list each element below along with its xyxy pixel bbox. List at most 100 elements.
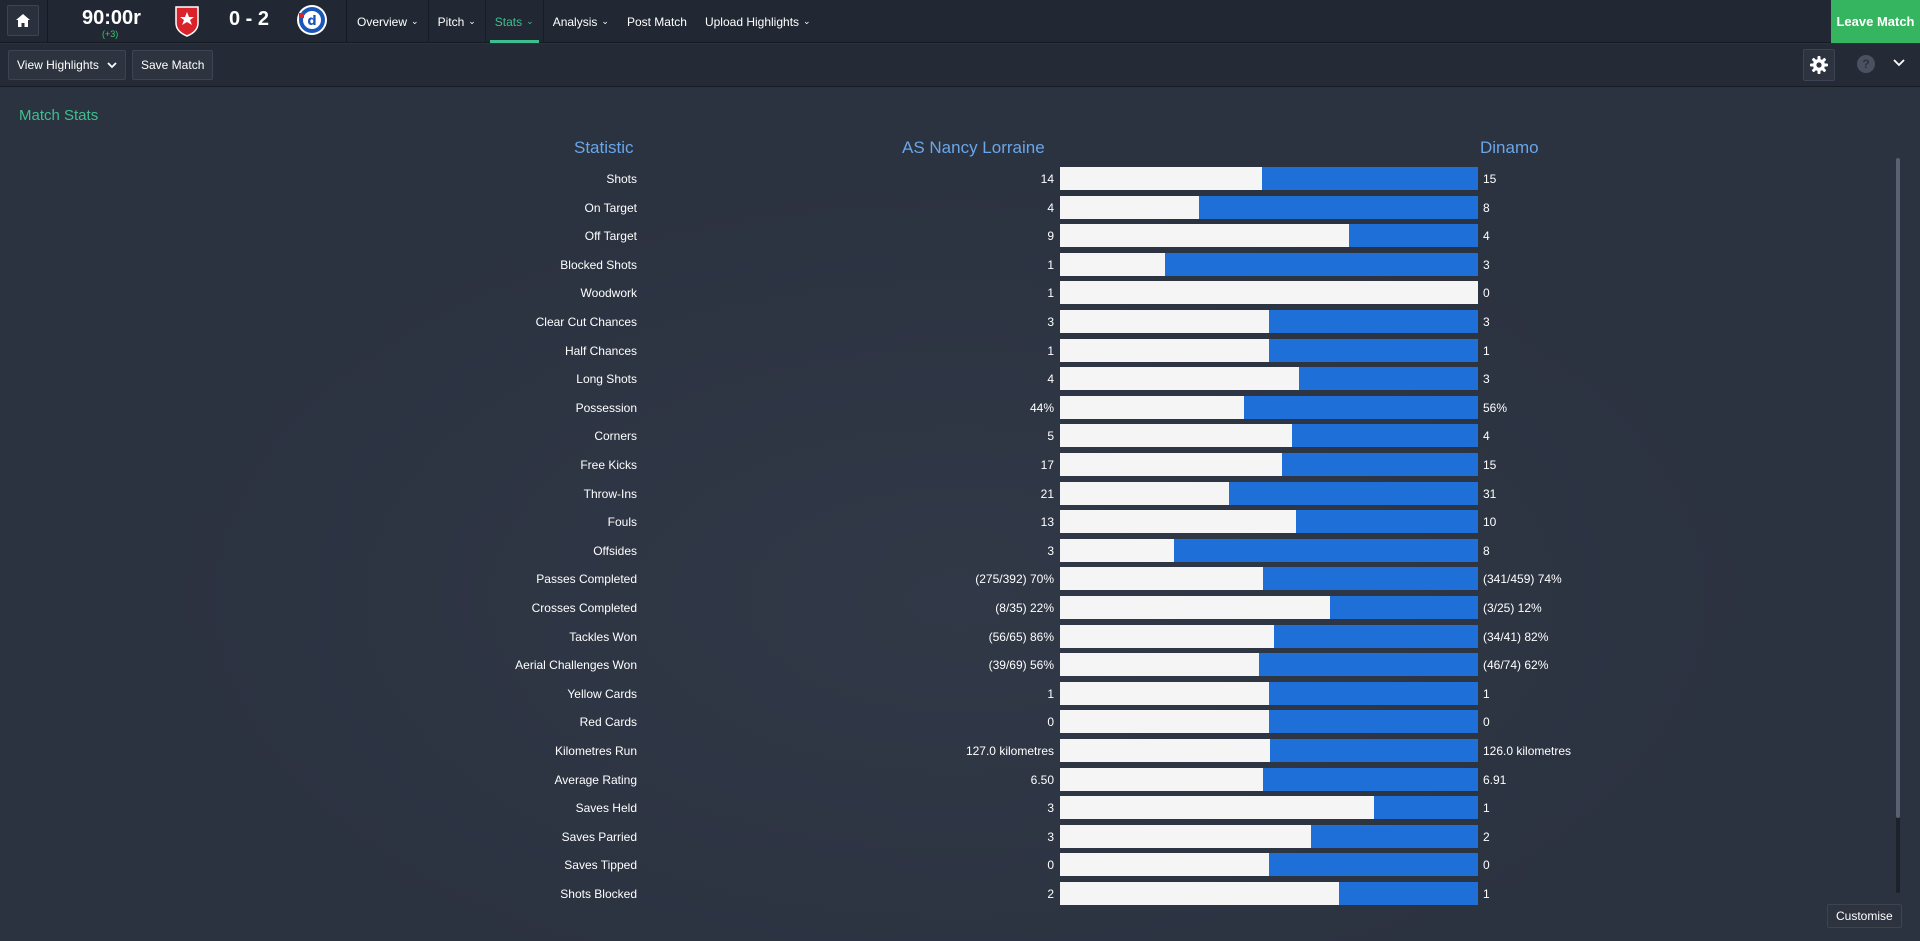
home-share-fill bbox=[1060, 310, 1269, 333]
nav-overview[interactable]: Overview ⌄ bbox=[348, 0, 429, 43]
nav-pitch[interactable]: Pitch ⌄ bbox=[429, 0, 486, 43]
home-share-fill bbox=[1060, 853, 1269, 877]
home-value: (56/65) 86% bbox=[988, 629, 1054, 644]
table-row: Shots 14 15 bbox=[0, 165, 1920, 193]
stat-label: Throw-Ins bbox=[583, 486, 637, 501]
nav-label: Analysis bbox=[552, 14, 598, 29]
home-value: 1 bbox=[1047, 286, 1054, 301]
comparison-bar bbox=[1060, 567, 1478, 591]
home-value: 4 bbox=[1047, 372, 1054, 387]
home-value: 5 bbox=[1047, 429, 1054, 444]
help-icon[interactable]: ? bbox=[1857, 55, 1875, 73]
comparison-bar bbox=[1060, 281, 1478, 305]
comparison-bar bbox=[1060, 510, 1478, 534]
table-row: Blocked Shots 1 3 bbox=[0, 251, 1920, 279]
comparison-bar bbox=[1060, 596, 1478, 619]
home-value: 1 bbox=[1047, 686, 1054, 701]
away-value: 0 bbox=[1483, 286, 1490, 301]
away-value: 0 bbox=[1483, 858, 1490, 873]
divider bbox=[47, 0, 48, 43]
away-value: 126.0 kilometres bbox=[1483, 744, 1572, 758]
match-stats-panel: Match Stats Statistic AS Nancy Lorraine … bbox=[0, 88, 1920, 941]
home-share-fill bbox=[1060, 453, 1282, 476]
away-value: 3 bbox=[1483, 372, 1490, 387]
stat-label: Clear Cut Chances bbox=[535, 315, 637, 329]
stat-label: Average Rating bbox=[554, 772, 638, 787]
away-value: (34/41) 82% bbox=[1483, 629, 1549, 644]
away-value: 3 bbox=[1483, 257, 1490, 272]
home-share-fill bbox=[1060, 424, 1293, 448]
home-share-fill bbox=[1060, 167, 1262, 190]
away-value: 8 bbox=[1483, 200, 1490, 215]
comparison-bar bbox=[1060, 739, 1478, 762]
stat-label: Passes Completed bbox=[536, 572, 637, 587]
comparison-bar bbox=[1060, 367, 1478, 391]
added-time: (+3) bbox=[102, 29, 119, 39]
table-row: Clear Cut Chances 3 3 bbox=[0, 308, 1920, 336]
home-value: (39/69) 56% bbox=[988, 658, 1054, 673]
chevron-down-icon: ⌄ bbox=[803, 16, 811, 26]
chevron-down-icon: ⌄ bbox=[601, 16, 609, 26]
table-row: Tackles Won (56/65) 86% (34/41) 82% bbox=[0, 623, 1920, 651]
chevron-down-icon[interactable] bbox=[1893, 56, 1905, 70]
table-row: Saves Held 3 1 bbox=[0, 794, 1920, 822]
match-score: 0 - 2 bbox=[229, 8, 270, 30]
view-highlights-label: View Highlights bbox=[17, 58, 99, 72]
comparison-bar bbox=[1060, 796, 1478, 820]
column-header-statistic[interactable]: Statistic bbox=[574, 138, 634, 157]
column-header-home-team[interactable]: AS Nancy Lorraine bbox=[902, 138, 1045, 157]
home-share-fill bbox=[1060, 481, 1229, 505]
home-share-fill bbox=[1060, 767, 1263, 791]
home-value: 3 bbox=[1047, 801, 1054, 816]
stat-label: Blocked Shots bbox=[560, 257, 637, 272]
stat-label: Corners bbox=[594, 429, 637, 444]
away-value: 4 bbox=[1483, 229, 1490, 244]
settings-button[interactable] bbox=[1803, 49, 1835, 81]
stat-label: Yellow Cards bbox=[567, 686, 637, 701]
customise-button[interactable]: Customise bbox=[1827, 904, 1902, 928]
home-value: 2 bbox=[1047, 887, 1054, 901]
comparison-bar bbox=[1060, 767, 1478, 791]
comparison-bar bbox=[1060, 424, 1478, 448]
home-icon bbox=[16, 14, 30, 27]
comparison-bar bbox=[1060, 224, 1478, 248]
nav-stats[interactable]: Stats ⌄ bbox=[486, 0, 544, 43]
stat-label: Tackles Won bbox=[569, 629, 637, 644]
table-row: Long Shots 4 3 bbox=[0, 365, 1920, 393]
home-value: 13 bbox=[1040, 515, 1054, 530]
table-row: Free Kicks 17 15 bbox=[0, 451, 1920, 479]
nav-analysis[interactable]: Analysis ⌄ bbox=[544, 0, 618, 43]
view-highlights-button[interactable]: View Highlights bbox=[8, 50, 126, 80]
main-nav: Overview ⌄ Pitch ⌄ Stats ⌄ Analysis ⌄ Po… bbox=[348, 0, 820, 43]
nancy-crest-icon[interactable] bbox=[173, 5, 201, 37]
home-value: 3 bbox=[1047, 829, 1054, 844]
away-value: 6.91 bbox=[1483, 772, 1507, 787]
away-value: 4 bbox=[1483, 429, 1490, 444]
top-bar: 90:00r (+3) 0 - 2 d Overview ⌄ Pitch ⌄ S… bbox=[0, 0, 1920, 43]
comparison-bar bbox=[1060, 167, 1478, 190]
divider bbox=[346, 0, 347, 43]
away-value: (46/74) 62% bbox=[1483, 658, 1549, 673]
scrollbar-thumb[interactable] bbox=[1896, 158, 1900, 818]
table-row: Aerial Challenges Won (39/69) 56% (46/74) … bbox=[0, 651, 1920, 679]
stat-label: Woodwork bbox=[580, 286, 637, 301]
leave-match-button[interactable]: Leave Match bbox=[1831, 0, 1920, 43]
home-share-fill bbox=[1060, 367, 1299, 391]
nav-label: Overview bbox=[357, 14, 408, 29]
table-row: Kilometres Run 127.0 kilometres 126.0 kilo… bbox=[0, 737, 1920, 765]
column-header-away-team[interactable]: Dinamo bbox=[1480, 138, 1539, 157]
dinamo-crest-icon[interactable]: d bbox=[296, 4, 328, 36]
comparison-bar bbox=[1060, 481, 1478, 505]
home-share-fill bbox=[1060, 338, 1269, 362]
home-value: 6.50 bbox=[1030, 772, 1054, 787]
chevron-down-icon: ⌄ bbox=[468, 16, 476, 26]
nav-upload-highlights[interactable]: Upload Highlights ⌄ bbox=[696, 0, 820, 43]
away-value: (3/25) 12% bbox=[1483, 601, 1542, 615]
home-button[interactable] bbox=[7, 5, 39, 36]
nav-post-match[interactable]: Post Match bbox=[618, 0, 696, 43]
home-share-fill bbox=[1060, 596, 1331, 619]
home-value: 127.0 kilometres bbox=[965, 744, 1054, 758]
save-match-button[interactable]: Save Match bbox=[132, 50, 214, 80]
nav-label: Pitch bbox=[437, 14, 465, 29]
comparison-bar bbox=[1060, 538, 1478, 562]
